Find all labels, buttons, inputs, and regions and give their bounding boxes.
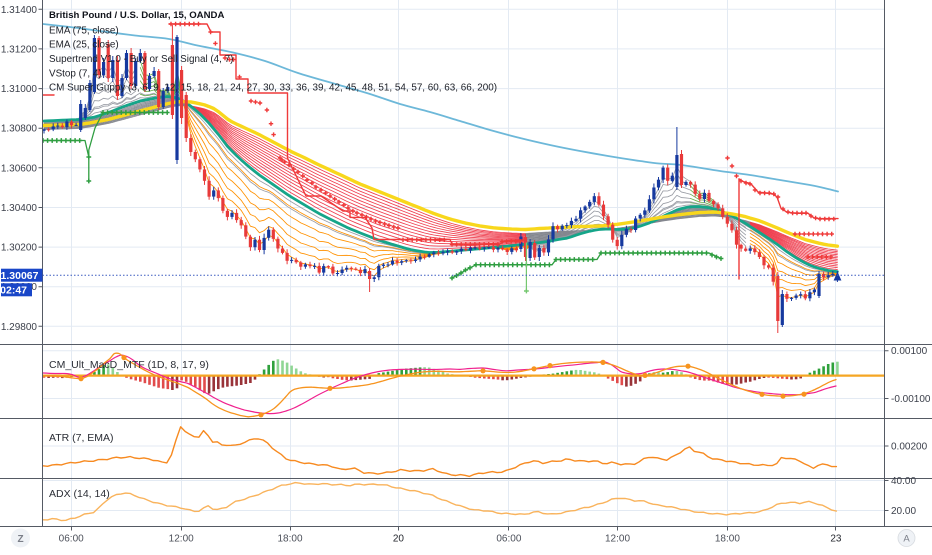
svg-text:CM_Ult_MacD_MTF (1D, 8, 17, 9): CM_Ult_MacD_MTF (1D, 8, 17, 9) <box>49 359 209 371</box>
svg-text:1.31000: 1.31000 <box>1 84 38 95</box>
svg-text:20: 20 <box>393 534 405 545</box>
svg-text:EMA (75, close): EMA (75, close) <box>49 25 119 36</box>
svg-text:ADX (14, 14): ADX (14, 14) <box>49 488 110 500</box>
svg-text:Z: Z <box>17 534 23 545</box>
svg-text:1.31200: 1.31200 <box>1 44 38 55</box>
svg-text:1.30600: 1.30600 <box>1 163 38 174</box>
svg-text:40.00: 40.00 <box>891 476 916 487</box>
svg-text:A: A <box>903 534 910 545</box>
svg-text:18:00: 18:00 <box>715 534 740 545</box>
svg-text:-0.00100: -0.00100 <box>891 394 931 405</box>
svg-text:VStop (7, 4): VStop (7, 4) <box>49 68 102 79</box>
svg-text:CM Super Guppy (3, 6, 9, 12, 1: CM Super Guppy (3, 6, 9, 12, 15, 18, 21,… <box>49 83 497 94</box>
svg-text:1.29800: 1.29800 <box>1 322 38 333</box>
svg-text:1.31400: 1.31400 <box>1 5 38 16</box>
svg-text:ATR (7, EMA): ATR (7, EMA) <box>49 432 114 444</box>
svg-text:Supertrend V1.0 - Buy or Sell: Supertrend V1.0 - Buy or Sell Signal (4,… <box>49 54 233 65</box>
svg-text:0.00100: 0.00100 <box>891 346 928 357</box>
svg-text:12:00: 12:00 <box>605 534 630 545</box>
svg-text:EMA (25, close): EMA (25, close) <box>49 40 119 51</box>
svg-text:06:00: 06:00 <box>59 534 84 545</box>
svg-text:1.30200: 1.30200 <box>1 243 38 254</box>
svg-text:British Pound / U.S. Dollar, 1: British Pound / U.S. Dollar, 15, OANDA <box>49 10 224 21</box>
svg-text:1.30400: 1.30400 <box>1 203 38 214</box>
svg-text:1.30800: 1.30800 <box>1 124 38 135</box>
svg-text:20.00: 20.00 <box>891 506 916 517</box>
svg-text:1.30067: 1.30067 <box>1 270 39 282</box>
svg-text:02:47: 02:47 <box>0 284 27 296</box>
svg-text:0.00200: 0.00200 <box>891 442 928 453</box>
svg-text:06:00: 06:00 <box>496 534 521 545</box>
svg-text:12:00: 12:00 <box>169 534 194 545</box>
svg-text:18:00: 18:00 <box>277 534 302 545</box>
svg-text:23: 23 <box>830 534 842 545</box>
